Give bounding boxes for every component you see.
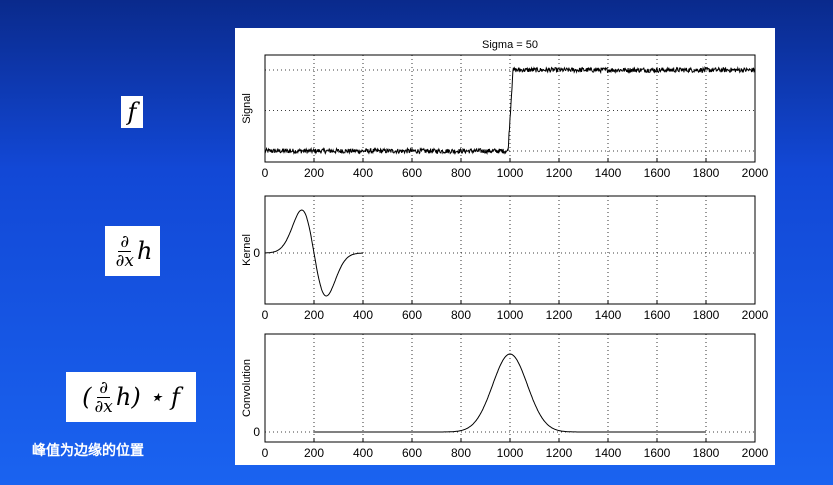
conv-derivative-fraction: ∂ ∂x [93, 379, 115, 416]
xtick-label-3-1400: 1400 [595, 446, 622, 460]
xtick-label-2-1400: 1400 [595, 308, 622, 322]
xtick-label-3-1200: 1200 [546, 446, 573, 460]
formula-f: f [121, 96, 143, 128]
formula-derivative-kernel: ∂ ∂x h [105, 226, 160, 276]
xtick-label-2-1000: 1000 [497, 308, 524, 322]
ytick-kernel-0: 0 [253, 246, 260, 260]
xtick-label-3-1600: 1600 [644, 446, 671, 460]
xtick-label-2-800: 800 [451, 308, 471, 322]
ylabel-convolution: Convolution [241, 359, 253, 417]
xtick-label-3-2000: 2000 [742, 446, 769, 460]
xtick-label-1-600: 600 [402, 166, 422, 180]
fraction-numerator: ∂ [118, 231, 132, 252]
formula-f-text: f [127, 98, 137, 126]
xtick-label-1-1600: 1600 [644, 166, 671, 180]
ylabel-kernel: Kernel [241, 234, 253, 266]
xtick-label-2-2000: 2000 [742, 308, 769, 322]
xtick-label-3-1000: 1000 [497, 446, 524, 460]
xtick-label-1-800: 800 [451, 166, 471, 180]
xtick-label-1-1400: 1400 [595, 166, 622, 180]
xtick-label-3-400: 400 [353, 446, 373, 460]
ytick-conv-0: 0 [253, 425, 260, 439]
series-line-2 [265, 209, 363, 297]
chart-title: Sigma = 50 [482, 39, 538, 51]
xtick-label-3-200: 200 [304, 446, 324, 460]
caption-peak-is-edge: 峰值为边缘的位置 [32, 443, 144, 459]
conv-tail: h) ⋆ f [115, 383, 180, 411]
xtick-label-1-400: 400 [353, 166, 373, 180]
ylabel-signal: Signal [241, 93, 253, 124]
xtick-label-2-200: 200 [304, 308, 324, 322]
xtick-label-1-1800: 1800 [693, 166, 720, 180]
series-line-3 [314, 353, 706, 433]
xtick-label-1-200: 200 [304, 166, 324, 180]
xtick-label-2-1800: 1800 [693, 308, 720, 322]
charts-svg: 0 200 400 600 800 1000 1200 1400 1600 1800 2000Sig… [241, 39, 769, 460]
xtick-label-3-0: 0 [262, 446, 269, 460]
fraction-denominator: ∂x [115, 250, 134, 271]
xtick-label-1-2000: 2000 [742, 166, 769, 180]
derivative-fraction: ∂ ∂x [114, 233, 136, 270]
xtick-label-2-600: 600 [402, 308, 422, 322]
xtick-label-2-0: 0 [262, 308, 269, 322]
xtick-label-3-800: 800 [451, 446, 471, 460]
series-line-1 [264, 65, 756, 156]
formula-convolution: ( ∂ ∂x h) ⋆ f [66, 372, 196, 422]
xtick-label-2-400: 400 [353, 308, 373, 322]
figure-panel: 0 200 400 600 800 1000 1200 1400 1600 1800 2000 Sig… [235, 28, 775, 465]
xtick-label-1-0: 0 [262, 166, 269, 180]
conv-fraction-numerator: ∂ [97, 377, 111, 398]
open-paren: ( [82, 383, 92, 411]
xtick-label-1-1200: 1200 [546, 166, 573, 180]
conv-fraction-denominator: ∂x [94, 396, 113, 417]
formula-h: h [136, 237, 153, 265]
xtick-label-1-1000: 1000 [497, 166, 524, 180]
xtick-label-3-600: 600 [402, 446, 422, 460]
xtick-label-2-1600: 1600 [644, 308, 671, 322]
xtick-label-3-1800: 1800 [693, 446, 720, 460]
xtick-label-2-1200: 1200 [546, 308, 573, 322]
